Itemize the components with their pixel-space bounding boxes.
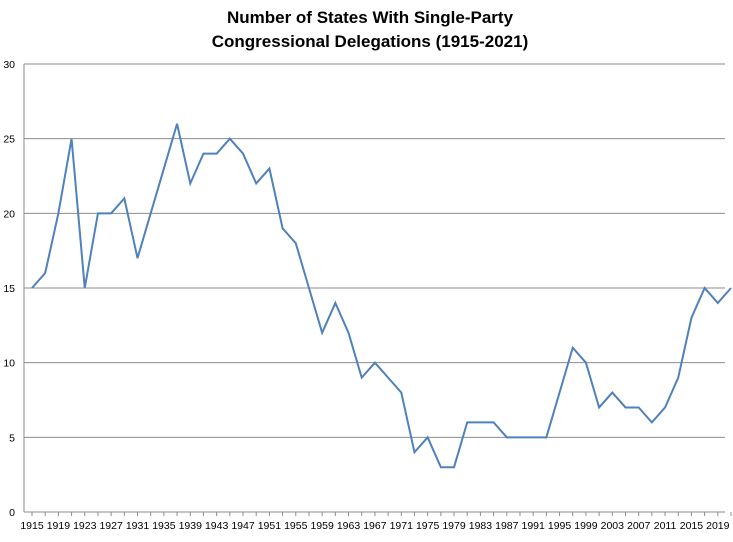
data-point — [347, 331, 351, 335]
x-tick-label: 2007 — [627, 520, 651, 532]
y-tick-label: 10 — [3, 358, 15, 370]
x-tick-label: 1999 — [574, 520, 598, 532]
data-point — [360, 376, 364, 380]
data-point — [109, 211, 113, 215]
data-point — [373, 361, 377, 365]
x-tick-label: 2003 — [601, 520, 625, 532]
data-point — [558, 391, 562, 395]
x-tick-label: 1963 — [337, 520, 361, 532]
data-point — [70, 137, 74, 141]
data-point — [531, 435, 535, 439]
x-tick-label: 1935 — [152, 520, 176, 532]
data-point — [584, 361, 588, 365]
data-point — [571, 346, 575, 350]
data-point — [610, 391, 614, 395]
data-point — [689, 316, 693, 320]
data-point — [518, 435, 522, 439]
data-point — [597, 405, 601, 409]
x-tick-label: 1959 — [310, 520, 334, 532]
data-point — [439, 465, 443, 469]
data-point — [333, 301, 337, 305]
series-layer — [30, 122, 733, 469]
chart-title-line-1: Number of States With Single-Party — [226, 8, 514, 27]
y-tick-label: 15 — [3, 283, 15, 295]
data-point — [426, 435, 430, 439]
data-point — [307, 286, 311, 290]
y-tick-label: 0 — [9, 507, 15, 519]
data-point — [43, 271, 47, 275]
x-tick-label: 1971 — [390, 520, 414, 532]
data-point — [30, 286, 34, 290]
data-point — [149, 211, 153, 215]
data-point — [386, 376, 390, 380]
x-tick-label: 1919 — [47, 520, 71, 532]
x-tick-label: 1939 — [179, 520, 203, 532]
data-point — [320, 331, 324, 335]
x-tick-label: 2019 — [706, 520, 730, 532]
data-point — [412, 450, 416, 454]
x-tick-label: 1927 — [99, 520, 123, 532]
data-point — [452, 465, 456, 469]
data-point — [201, 152, 205, 156]
x-tick-label: 1951 — [258, 520, 282, 532]
x-tick-label: 1955 — [284, 520, 308, 532]
data-point — [294, 241, 298, 245]
data-point — [267, 167, 271, 171]
x-tick-label: 2011 — [654, 520, 677, 532]
chart-title-line-2: Congressional Delegations (1915-2021) — [211, 32, 529, 51]
data-point — [637, 405, 641, 409]
x-tick-label: 1975 — [416, 520, 440, 532]
x-tick-label: 1967 — [363, 520, 387, 532]
y-tick-labels: 0 5 10 15 20 25 30 — [3, 59, 15, 519]
data-point — [56, 211, 60, 215]
x-tick-label: 1987 — [495, 520, 519, 532]
y-tick-label: 20 — [3, 208, 15, 220]
data-point — [676, 376, 680, 380]
data-point — [254, 181, 258, 185]
x-tick-label: 1983 — [469, 520, 493, 532]
gridlines — [24, 63, 725, 438]
data-point — [716, 301, 720, 305]
data-point — [215, 152, 219, 156]
y-tick-label: 5 — [9, 432, 15, 444]
data-point — [729, 286, 733, 290]
y-tick-label: 30 — [3, 59, 15, 71]
chart-title: Number of States With Single-Party Congr… — [0, 6, 733, 54]
series-line-0 — [31, 123, 732, 469]
x-tick-label: 1947 — [231, 520, 255, 532]
data-point — [623, 405, 627, 409]
data-point — [96, 211, 100, 215]
x-tick-label: 1991 — [521, 520, 545, 532]
data-point — [544, 435, 548, 439]
data-point — [83, 286, 87, 290]
x-tick-label: 1995 — [548, 520, 572, 532]
x-tick-label: 1923 — [73, 520, 97, 532]
data-point — [650, 420, 654, 424]
data-point — [241, 152, 245, 156]
data-point — [465, 420, 469, 424]
data-point — [175, 122, 179, 126]
data-point — [162, 167, 166, 171]
x-tick-labels: 1915 1919 1923 1927 1931 1935 1939 1943 1947 1951… — [20, 520, 729, 532]
x-tick-label: 1943 — [205, 520, 229, 532]
data-point — [399, 391, 403, 395]
data-point — [478, 420, 482, 424]
data-point — [228, 137, 232, 141]
data-point — [663, 405, 667, 409]
x-tick-label: 2015 — [680, 520, 704, 532]
data-point — [505, 435, 509, 439]
data-point — [188, 181, 192, 185]
data-point — [492, 420, 496, 424]
data-point — [136, 256, 140, 260]
y-tick-label: 25 — [3, 134, 15, 146]
x-tick-label: 1979 — [442, 520, 466, 532]
x-tick-label: 1931 — [126, 520, 150, 532]
data-point — [281, 226, 285, 230]
data-point — [703, 286, 707, 290]
axes — [23, 64, 732, 516]
x-tick-label: 1915 — [20, 520, 44, 532]
data-point — [122, 196, 126, 200]
